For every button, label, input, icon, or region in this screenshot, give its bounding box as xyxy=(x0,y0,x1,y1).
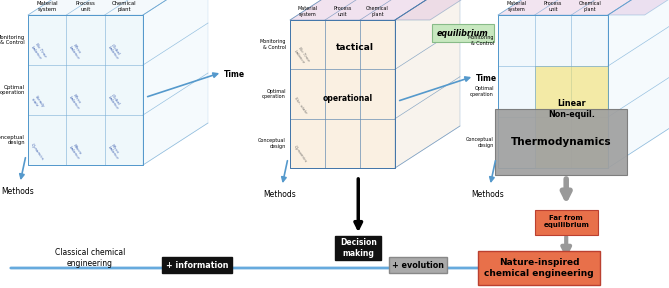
Polygon shape xyxy=(28,15,66,65)
Polygon shape xyxy=(325,20,360,69)
Text: Conceptual
design: Conceptual design xyxy=(258,138,286,149)
Text: Time: Time xyxy=(476,74,497,83)
Text: Nature-inspired
chemical engineering: Nature-inspired chemical engineering xyxy=(484,258,594,278)
FancyBboxPatch shape xyxy=(495,109,627,175)
Polygon shape xyxy=(104,115,143,165)
Text: Decision
making: Decision making xyxy=(340,238,377,258)
Text: Monitoring
& Control: Monitoring & Control xyxy=(0,35,25,46)
Text: + evolution: + evolution xyxy=(392,261,444,270)
Polygon shape xyxy=(28,115,66,165)
Text: Optimal
operation: Optimal operation xyxy=(262,89,286,99)
Text: Process
unit: Process unit xyxy=(544,1,562,12)
Text: Thermodynamics: Thermodynamics xyxy=(510,137,611,147)
Polygon shape xyxy=(360,119,395,168)
Text: Monitoring
& Control: Monitoring & Control xyxy=(468,35,494,46)
Text: Micro
balance: Micro balance xyxy=(68,43,84,61)
Polygon shape xyxy=(290,0,460,20)
Text: Conceptual
design: Conceptual design xyxy=(0,134,25,145)
FancyBboxPatch shape xyxy=(335,236,381,260)
Polygon shape xyxy=(143,0,208,165)
Polygon shape xyxy=(535,117,571,168)
Text: Global
balance: Global balance xyxy=(106,93,123,111)
Text: No Time
balance: No Time balance xyxy=(30,42,47,61)
Polygon shape xyxy=(290,69,325,119)
Text: equilibrium: equilibrium xyxy=(437,29,489,37)
Text: Material
system: Material system xyxy=(298,6,318,17)
Text: Macro
balance: Macro balance xyxy=(68,143,84,161)
FancyBboxPatch shape xyxy=(478,251,600,285)
Text: + information: + information xyxy=(166,261,228,270)
Polygon shape xyxy=(66,15,104,65)
Polygon shape xyxy=(325,119,360,168)
Polygon shape xyxy=(608,0,669,15)
Polygon shape xyxy=(498,0,669,15)
Text: Process
unit: Process unit xyxy=(76,1,96,12)
FancyBboxPatch shape xyxy=(389,257,447,273)
Text: Ste. state: Ste. state xyxy=(293,96,308,115)
Text: Chemical
plant: Chemical plant xyxy=(578,1,601,12)
FancyBboxPatch shape xyxy=(535,209,597,234)
Text: Methods: Methods xyxy=(264,190,296,199)
Text: Dynamics: Dynamics xyxy=(293,145,308,164)
Text: Conceptual
design: Conceptual design xyxy=(466,137,494,148)
Polygon shape xyxy=(571,117,608,168)
Polygon shape xyxy=(535,15,571,66)
Polygon shape xyxy=(290,119,325,168)
Text: Monitoring
& Control: Monitoring & Control xyxy=(260,39,286,50)
Text: Micro
balance: Micro balance xyxy=(106,143,123,161)
Text: Time: Time xyxy=(224,70,245,79)
Polygon shape xyxy=(535,66,608,168)
Polygon shape xyxy=(498,15,535,66)
Polygon shape xyxy=(104,65,143,115)
Text: operational: operational xyxy=(322,94,373,103)
Text: Chemical
plant: Chemical plant xyxy=(366,6,389,17)
Text: Optimal
operation: Optimal operation xyxy=(470,86,494,97)
Polygon shape xyxy=(608,0,669,168)
Text: Micro
balance: Micro balance xyxy=(68,93,84,111)
Polygon shape xyxy=(571,15,608,66)
Polygon shape xyxy=(104,15,143,65)
Polygon shape xyxy=(360,69,395,119)
Polygon shape xyxy=(498,66,535,117)
Polygon shape xyxy=(66,115,104,165)
Text: Optimal
operation: Optimal operation xyxy=(0,85,25,95)
Polygon shape xyxy=(535,66,571,117)
Text: Classical chemical
engineering: Classical chemical engineering xyxy=(55,248,125,268)
Polygon shape xyxy=(571,66,608,117)
Polygon shape xyxy=(28,0,208,15)
Polygon shape xyxy=(325,69,360,119)
Polygon shape xyxy=(360,20,395,69)
Polygon shape xyxy=(290,20,325,69)
Text: tactical: tactical xyxy=(336,43,374,52)
Polygon shape xyxy=(395,0,460,168)
Text: No Time
balance: No Time balance xyxy=(293,46,310,65)
Polygon shape xyxy=(395,0,495,20)
Polygon shape xyxy=(28,65,66,115)
Polygon shape xyxy=(498,117,535,168)
Text: Methods: Methods xyxy=(472,190,504,199)
Text: Material
system: Material system xyxy=(36,1,58,12)
Text: Material
system: Material system xyxy=(506,1,527,12)
Text: Steady
state: Steady state xyxy=(30,94,45,111)
Polygon shape xyxy=(66,65,104,115)
Text: Methods: Methods xyxy=(1,187,34,196)
FancyBboxPatch shape xyxy=(432,24,494,42)
Text: Process
unit: Process unit xyxy=(333,6,352,17)
FancyBboxPatch shape xyxy=(162,257,232,273)
Text: Dynamics: Dynamics xyxy=(30,143,45,161)
Text: Global
balance: Global balance xyxy=(106,43,123,61)
Text: Linear
Non-equil.: Linear Non-equil. xyxy=(548,99,595,119)
Text: Chemical
plant: Chemical plant xyxy=(112,1,136,12)
Text: Far from
equilibrium: Far from equilibrium xyxy=(543,215,589,228)
